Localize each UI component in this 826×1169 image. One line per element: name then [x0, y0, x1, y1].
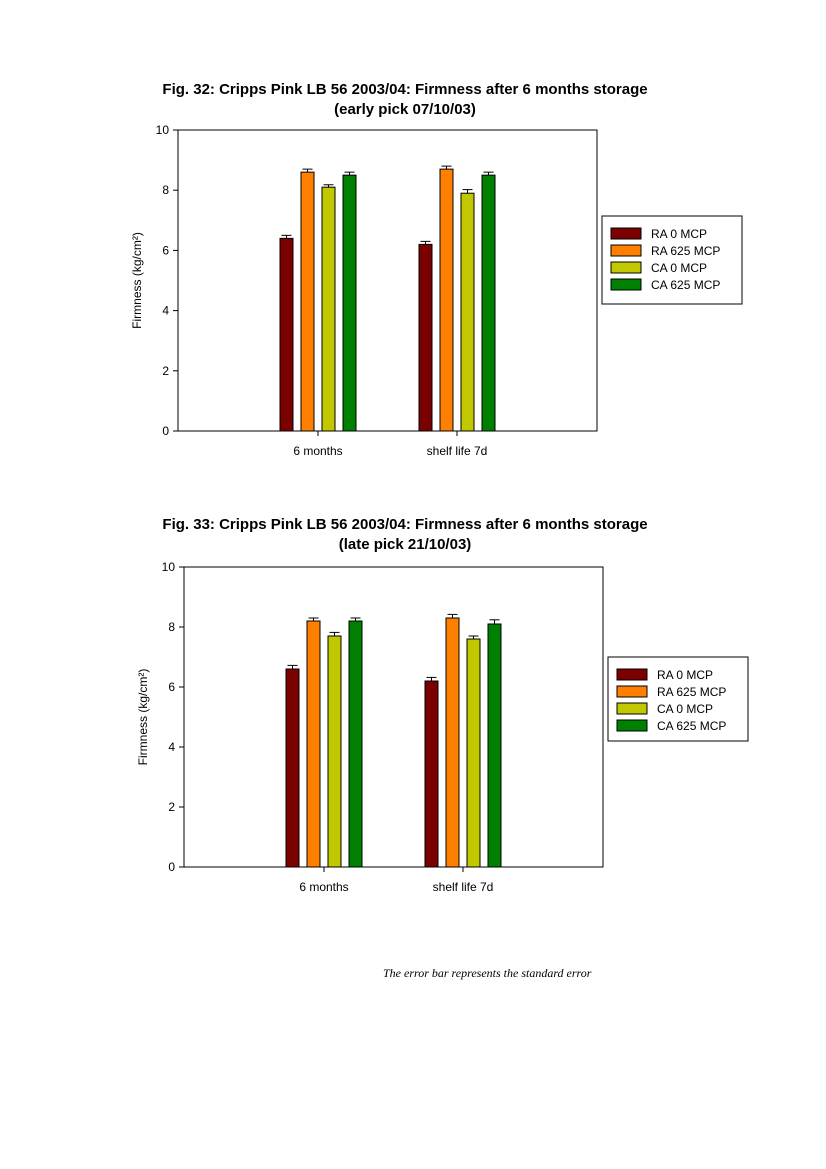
y-tick-label: 0 — [168, 860, 175, 874]
figure-33-chart: 0 2 4 6 8 10 Firmness (kg/cm²) 6 months shelf li… — [136, 560, 749, 894]
bar — [466, 638, 481, 868]
legend-swatch — [616, 668, 648, 681]
legend-swatch — [610, 227, 642, 240]
figure-32-title: Fig. 32: Cripps Pink LB 56 2003/04: Firm… — [100, 80, 710, 120]
y-tick-label: 10 — [162, 560, 176, 574]
legend-label: CA 625 MCP — [657, 719, 726, 733]
y-axis-label: Firmness (kg/cm²) — [130, 232, 144, 329]
y-tick-label: 6 — [168, 680, 175, 694]
x-category-label: 6 months — [299, 880, 348, 894]
bar — [445, 617, 460, 868]
y-tick-label: 8 — [162, 183, 169, 197]
bar — [285, 668, 300, 868]
bar — [327, 635, 342, 868]
legend-swatch — [616, 702, 648, 715]
legend-label: RA 0 MCP — [657, 668, 713, 682]
y-tick-label: 6 — [162, 243, 169, 257]
figure-33-title-line2: (late pick 21/10/03) — [338, 536, 472, 553]
figure-33-title: Fig. 33: Cripps Pink LB 56 2003/04: Firm… — [100, 515, 710, 555]
x-category-label: shelf life 7d — [433, 880, 494, 894]
legend-swatch — [610, 261, 642, 274]
y-tick-label: 2 — [168, 800, 175, 814]
y-axis-label: Firmness (kg/cm²) — [136, 669, 150, 766]
figure-32-title-line1: Fig. 32: Cripps Pink LB 56 2003/04: Firm… — [162, 81, 648, 98]
legend-swatch — [616, 719, 648, 732]
legend-swatch — [610, 278, 642, 291]
bar — [424, 680, 439, 868]
y-tick-label: 4 — [168, 740, 175, 754]
y-tick-label: 8 — [168, 620, 175, 634]
y-tick-label: 10 — [156, 123, 170, 137]
y-tick-label: 2 — [162, 364, 169, 378]
plot-frame — [177, 129, 598, 432]
figure-33-title-line1: Fig. 33: Cripps Pink LB 56 2003/04: Firm… — [162, 516, 648, 533]
legend-label: CA 625 MCP — [651, 278, 720, 292]
x-category-label: shelf life 7d — [427, 444, 488, 458]
legend-label: RA 625 MCP — [651, 244, 720, 258]
y-tick-label: 0 — [162, 424, 169, 438]
y-tick-label: 4 — [162, 304, 169, 318]
legend-label: CA 0 MCP — [657, 702, 713, 716]
x-category-label: 6 months — [293, 444, 342, 458]
figure-32-chart: 0 2 4 6 8 10 Firmness (kg/cm²) 6 months shelf li… — [130, 123, 743, 458]
bar — [348, 620, 363, 868]
error-bar-footnote: The error bar represents the standard er… — [383, 966, 592, 980]
legend-label: RA 0 MCP — [651, 227, 707, 241]
legend-label: CA 0 MCP — [651, 261, 707, 275]
figure-32-title-line2: (early pick 07/10/03) — [334, 101, 476, 118]
bar — [306, 620, 321, 868]
legend-label: RA 625 MCP — [657, 685, 726, 699]
bar — [487, 623, 502, 868]
legend-swatch — [616, 685, 648, 698]
plot-frame — [183, 566, 604, 868]
legend-swatch — [610, 244, 642, 257]
